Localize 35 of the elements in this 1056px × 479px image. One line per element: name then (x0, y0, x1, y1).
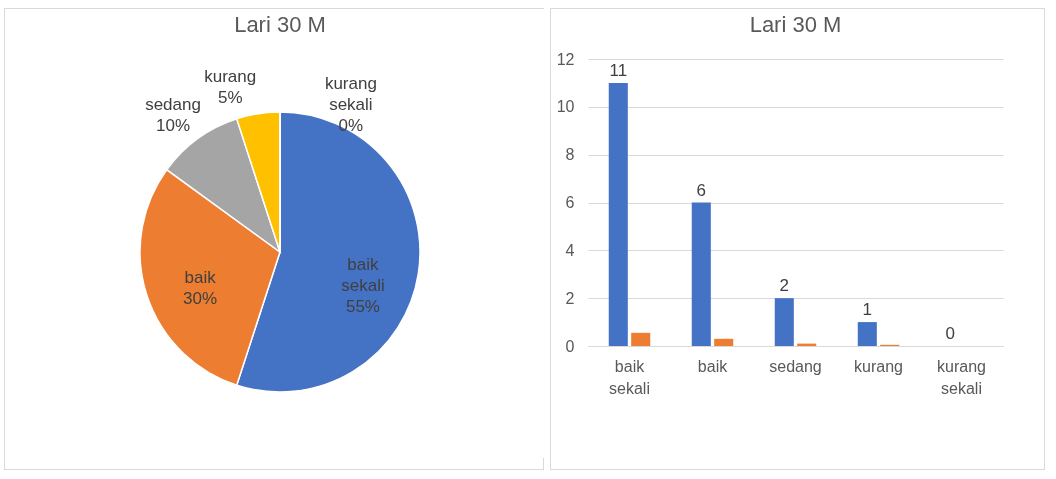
slice-label: baik sekali (341, 255, 385, 296)
y-tick-label: 4 (565, 241, 575, 259)
y-tick-label: 12 (556, 50, 575, 68)
data-label: 5% (217, 87, 243, 107)
slice-label: kurang (204, 66, 257, 86)
x-tick-label: sedang (769, 357, 822, 375)
bar (631, 332, 651, 346)
bar (857, 322, 877, 346)
data-label: 6 (696, 180, 707, 200)
x-tick-label: kurang sekali (937, 357, 986, 397)
slice-label: sedang (145, 94, 201, 114)
bar (608, 82, 628, 346)
y-tick-label: 2 (565, 289, 575, 307)
chart-title: Lari 30 M (234, 12, 326, 37)
slice-label: baik (184, 267, 217, 287)
x-tick-label: kurang (854, 357, 903, 375)
x-tick-label: baik (697, 357, 729, 375)
y-tick-label: 0 (565, 337, 575, 355)
chart-title: Lari 30 M (749, 12, 842, 37)
y-tick-label: 6 (565, 194, 575, 211)
data-label: 55% (345, 297, 380, 317)
bar (714, 338, 734, 346)
x-tick-label: baik sekali (609, 357, 650, 397)
y-tick-label: 8 (565, 146, 575, 164)
bar (691, 202, 711, 346)
text: 0% (338, 116, 364, 136)
bar (774, 298, 794, 346)
data-label: 0 (945, 324, 956, 343)
data-label: 11 (609, 60, 628, 80)
data-label: 2 (779, 276, 790, 296)
data-label: 1 (862, 300, 873, 320)
data-label: 30% (183, 288, 218, 308)
category-label: kurang sekali (324, 74, 377, 115)
y-tick-label: 10 (556, 98, 575, 116)
data-label: 10% (156, 115, 191, 135)
